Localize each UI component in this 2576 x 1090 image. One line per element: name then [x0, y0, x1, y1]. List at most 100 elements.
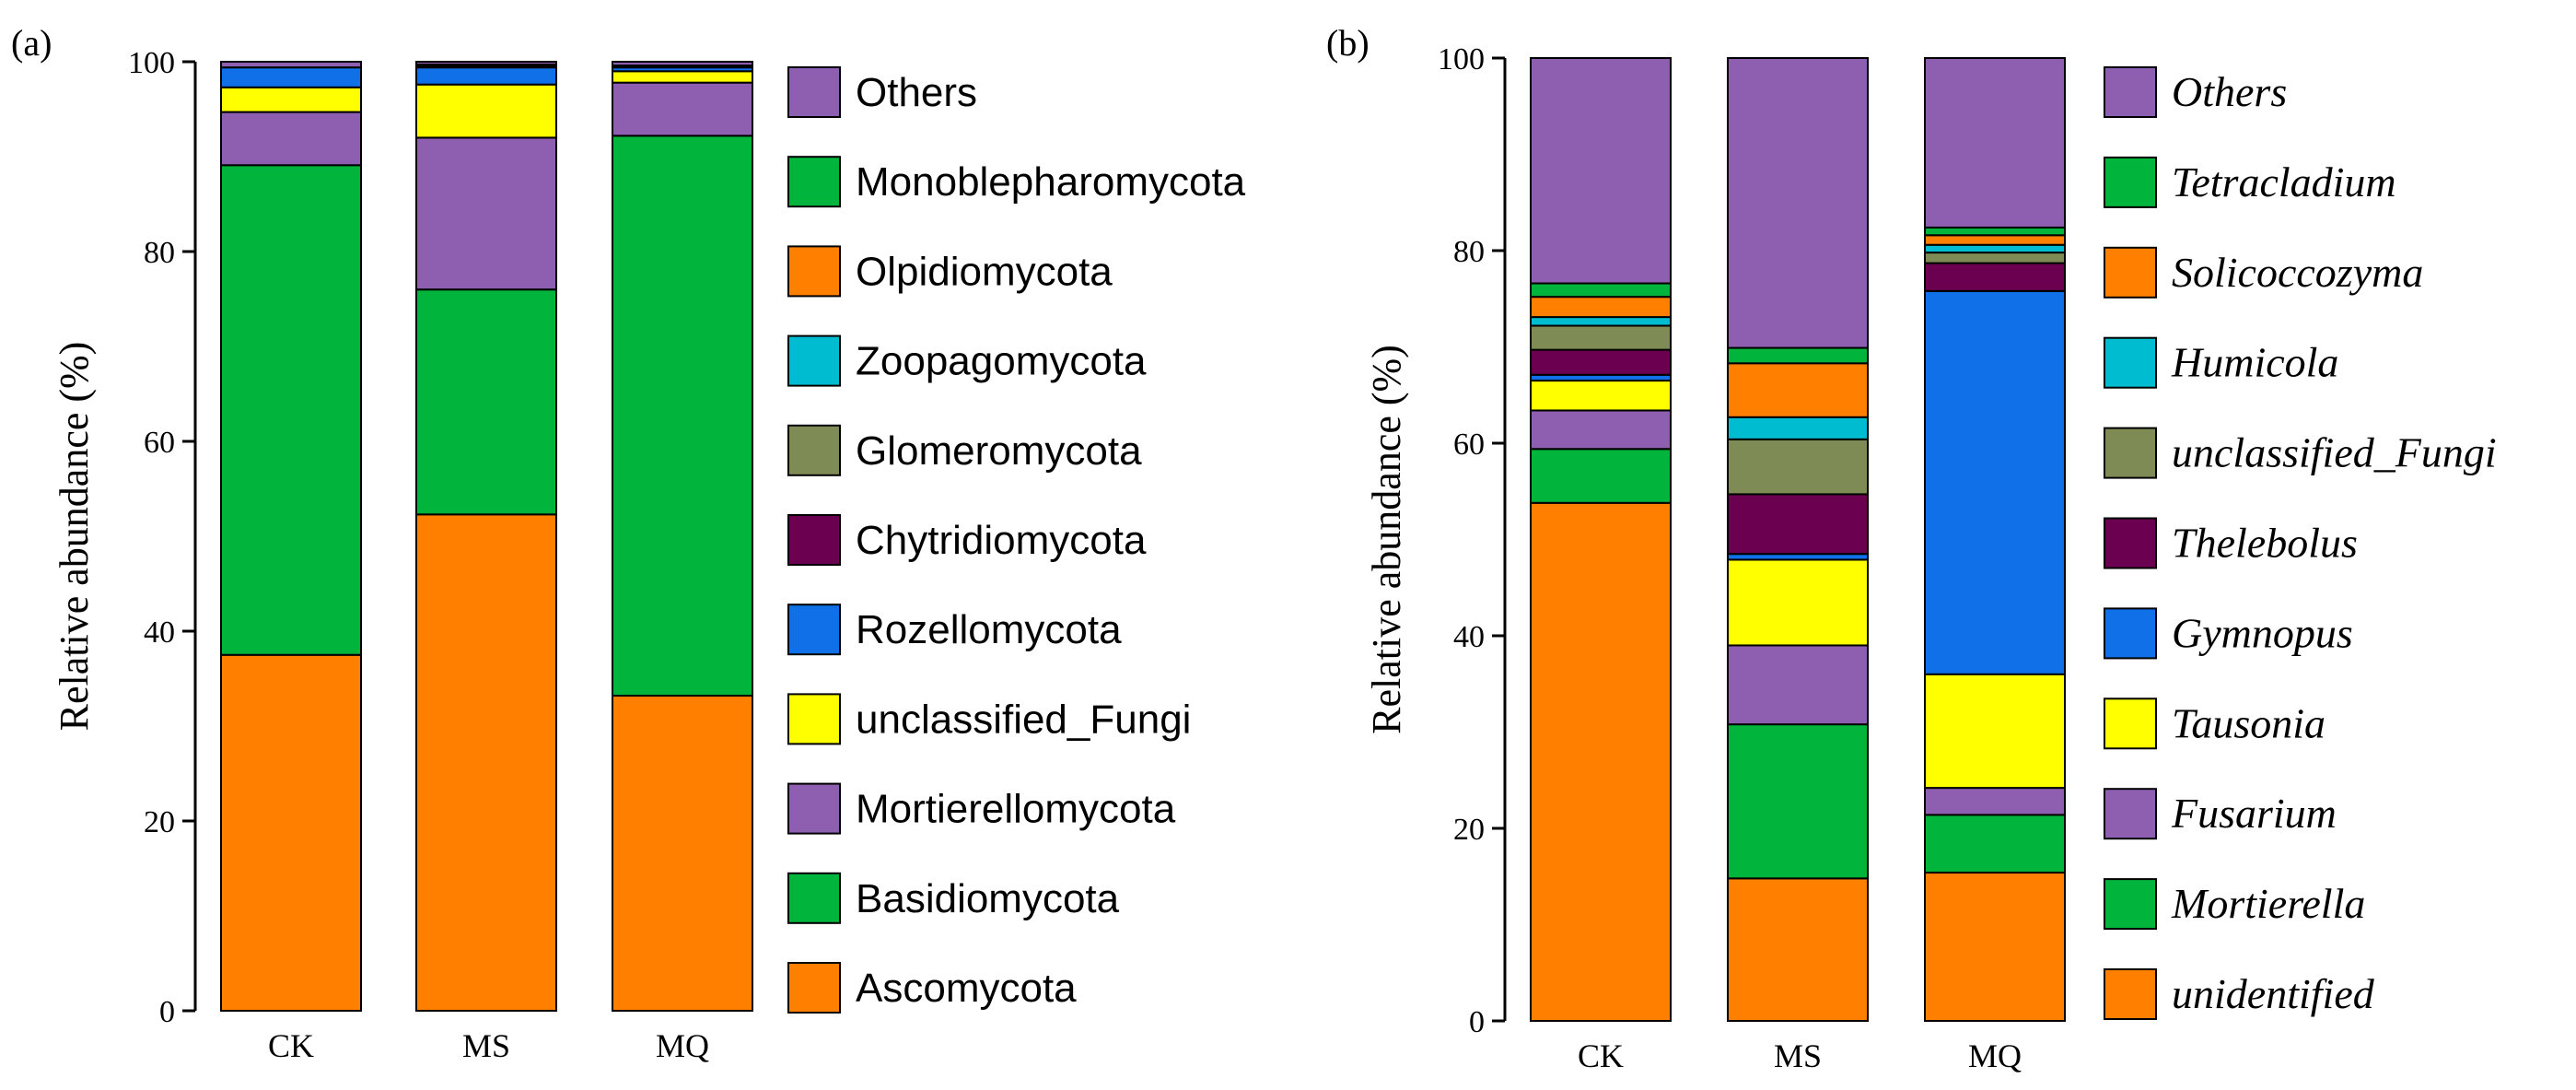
category-label: MQ [656, 1027, 709, 1064]
bar-segment [1727, 346, 1869, 365]
panel-a: (a) CK MS MQ 0 20 40 60 80 100 Relative abundance … [11, 22, 1246, 1064]
bar-segment [1727, 362, 1869, 418]
legend-label: Fusarium [2171, 790, 2337, 837]
legend-swatch [787, 334, 841, 387]
legend-swatch [787, 424, 841, 476]
y-tick-label: 80 [1453, 235, 1485, 269]
y-tick-label: 40 [1453, 620, 1485, 654]
bar-segment [415, 513, 557, 1012]
legend-swatch [2104, 607, 2157, 660]
panel-b: (b) CK MS MQ 0 20 40 60 80 100 Relative abundance … [1326, 22, 2497, 1074]
bar-segment [1924, 234, 2066, 246]
legend-swatch [2104, 336, 2157, 389]
bar-segment [220, 66, 362, 88]
legend-swatch [2104, 878, 2157, 931]
bar-segment [612, 70, 753, 84]
y-tick-label: 40 [144, 615, 175, 650]
y-axis-title: Relative abundance (%) [52, 342, 97, 732]
bar-segment [220, 164, 362, 656]
y-tick-label: 80 [144, 236, 175, 270]
bar-segment [612, 695, 753, 1012]
bar-segment [1727, 644, 1869, 726]
category-label: MS [1774, 1037, 1822, 1074]
bar-segment [1924, 289, 2066, 675]
bar-segment [1924, 226, 2066, 237]
bar-segment [1924, 252, 2066, 264]
legend-label: Glomeromycota [856, 428, 1142, 474]
bar-segment [220, 111, 362, 167]
bar-segment [1530, 296, 1672, 319]
legend-swatch [787, 245, 841, 298]
bar-segment [220, 86, 362, 113]
bar-segment [220, 61, 362, 69]
bar-segment [1924, 872, 2066, 1022]
legend-label: Monoblepharomycota [856, 159, 1246, 205]
legend-swatch [787, 66, 841, 118]
bar-segment [1530, 348, 1672, 376]
legend-label: Basidiomycota [856, 876, 1120, 921]
bar-segment [415, 61, 557, 66]
bar-segment [1530, 409, 1672, 451]
bar-segment [1530, 501, 1672, 1022]
legend-swatch [2104, 968, 2157, 1020]
legend-label: Mortierella [2171, 880, 2365, 927]
bar-segment [1530, 324, 1672, 351]
bar-segment [1530, 448, 1672, 504]
category-label: CK [1578, 1037, 1624, 1074]
legend-label: Others [856, 70, 977, 115]
y-axis-title: Relative abundance (%) [1364, 345, 1409, 734]
legend-label: Tausonia [2172, 699, 2325, 746]
legend-swatch [2104, 156, 2157, 208]
panel-label: (b) [1326, 22, 1370, 64]
legend-swatch [787, 962, 841, 1014]
legend-label: Olpidiomycota [856, 249, 1113, 294]
legend-label: Solicoccozyma [2172, 249, 2423, 296]
category-label: MQ [1968, 1037, 2022, 1074]
bar-segment [1727, 416, 1869, 440]
bar-segment [1924, 262, 2066, 292]
bar-segment [1530, 316, 1672, 327]
bar-segment [1924, 814, 2066, 874]
y-tick-label: 20 [1453, 813, 1485, 847]
legend-swatch [2104, 697, 2157, 750]
y-tick-label: 60 [144, 426, 175, 460]
bar-segment [1530, 380, 1672, 412]
bar-segment [1727, 723, 1869, 880]
legend-swatch [787, 514, 841, 566]
bar-segment [415, 136, 557, 291]
legend-label: unclassified_Fungi [856, 697, 1191, 742]
legend-swatch [2104, 427, 2157, 479]
legend-label: Mortierellomycota [856, 787, 1176, 832]
bar-segment [612, 135, 753, 697]
legend-label: Zoopagomycota [856, 339, 1147, 384]
bar-segment [415, 288, 557, 516]
legend-label: Chytridiomycota [856, 518, 1147, 563]
bar-segment [415, 66, 557, 86]
bar-segment [612, 61, 753, 67]
bar-segment [1924, 57, 2066, 229]
y-tick-label: 20 [144, 805, 175, 839]
legend-label: Tetracladium [2172, 158, 2396, 205]
legend-swatch [2104, 246, 2157, 299]
category-label: CK [268, 1027, 314, 1064]
legend-swatch [2104, 66, 2157, 118]
legend-label: Others [2172, 68, 2287, 115]
y-tick-label: 0 [1469, 1005, 1485, 1039]
bar-segment [612, 81, 753, 137]
legend-label: Gymnopus [2172, 609, 2353, 656]
bar-segment [415, 83, 557, 139]
y-tick-label: 0 [159, 995, 175, 1029]
legend-label: Thelebolus [2172, 520, 2358, 567]
legend-label: unidentified [2172, 970, 2375, 1017]
legend-swatch [2104, 517, 2157, 569]
legend-label: Humicola [2171, 339, 2338, 386]
legend-swatch [787, 782, 841, 835]
y-tick-label: 100 [1438, 42, 1485, 76]
bar-segment [1727, 558, 1869, 647]
legend-swatch [2104, 788, 2157, 840]
legend-swatch [787, 604, 841, 656]
legend-label: Rozellomycota [856, 607, 1122, 652]
bar-segment [1727, 57, 1869, 349]
legend-swatch [787, 156, 841, 208]
